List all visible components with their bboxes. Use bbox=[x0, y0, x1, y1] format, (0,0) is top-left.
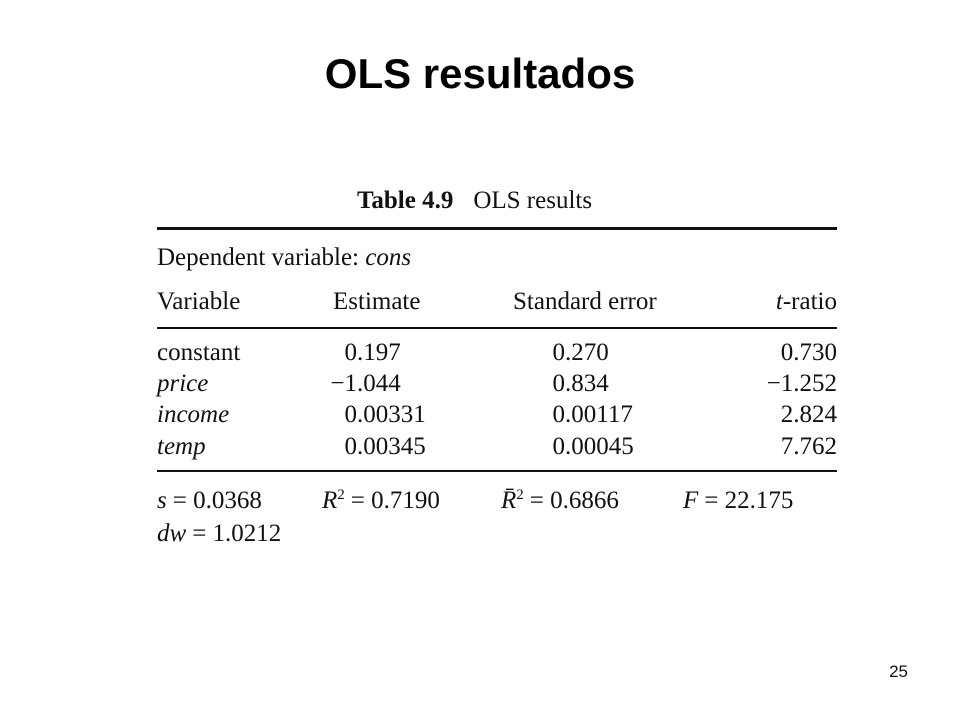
dependent-label: Dependent variable: bbox=[157, 244, 359, 271]
page-number: 25 bbox=[889, 662, 908, 681]
cell: 0.00117 bbox=[552, 401, 633, 428]
stat-value: = 0.6866 bbox=[529, 487, 619, 514]
stat-symbol: R bbox=[322, 487, 338, 514]
dependent-variable: cons bbox=[365, 244, 412, 271]
cell: −1.252 bbox=[766, 370, 837, 397]
col-header: Standard error bbox=[513, 288, 657, 315]
cell: −1.044 bbox=[330, 370, 401, 397]
stat-symbol: F bbox=[683, 487, 699, 514]
rule bbox=[157, 470, 837, 472]
stat-value: = 22.175 bbox=[704, 487, 794, 514]
stat-value: = 0.0368 bbox=[172, 487, 262, 514]
cell: 2.824 bbox=[780, 401, 837, 428]
cell: 0.00331 bbox=[344, 401, 426, 428]
stat: R̄2 = 0.6866 bbox=[501, 487, 619, 514]
cell: income bbox=[157, 401, 230, 428]
cell: price bbox=[157, 370, 209, 397]
cell: 0.270 bbox=[552, 339, 609, 366]
cell: constant bbox=[157, 339, 241, 366]
cell: temp bbox=[157, 433, 206, 460]
stat-sup: 2 bbox=[516, 487, 524, 503]
col-header: Estimate bbox=[333, 288, 421, 315]
dependent: Dependent variable: cons bbox=[157, 245, 411, 270]
cell: 0.834 bbox=[552, 370, 609, 397]
rule bbox=[157, 327, 837, 329]
caption-text: OLS results bbox=[473, 187, 593, 214]
slide-title: OLS resultados bbox=[324, 50, 636, 97]
stat-sup: 2 bbox=[337, 487, 345, 503]
cell: 0.197 bbox=[344, 339, 401, 366]
col-header-italic: t bbox=[775, 288, 783, 315]
caption: Table 4.9 OLS results bbox=[357, 188, 592, 213]
col-header-rest: -ratio bbox=[782, 288, 837, 315]
cell: 0.00345 bbox=[344, 433, 426, 460]
stat-value: = 1.0212 bbox=[192, 520, 282, 547]
rule bbox=[157, 227, 837, 230]
stat: R2 = 0.7190 bbox=[322, 487, 440, 514]
cell: 7.762 bbox=[780, 433, 837, 460]
col-header: Variable bbox=[157, 288, 241, 315]
stat: s = 0.0368 bbox=[157, 488, 262, 513]
stat-symbol: dw bbox=[157, 520, 187, 547]
stat: F = 22.175 bbox=[683, 488, 793, 513]
stat-value: = 0.7190 bbox=[350, 487, 440, 514]
caption-number: Table 4.9 bbox=[357, 187, 454, 214]
col-header: t-ratio bbox=[776, 289, 837, 314]
stat-symbol: s bbox=[157, 487, 167, 514]
stat-symbol: R̄ bbox=[501, 487, 517, 514]
stat: dw = 1.0212 bbox=[157, 521, 281, 546]
cell: 0.730 bbox=[780, 339, 837, 366]
cell: 0.00045 bbox=[552, 433, 634, 460]
